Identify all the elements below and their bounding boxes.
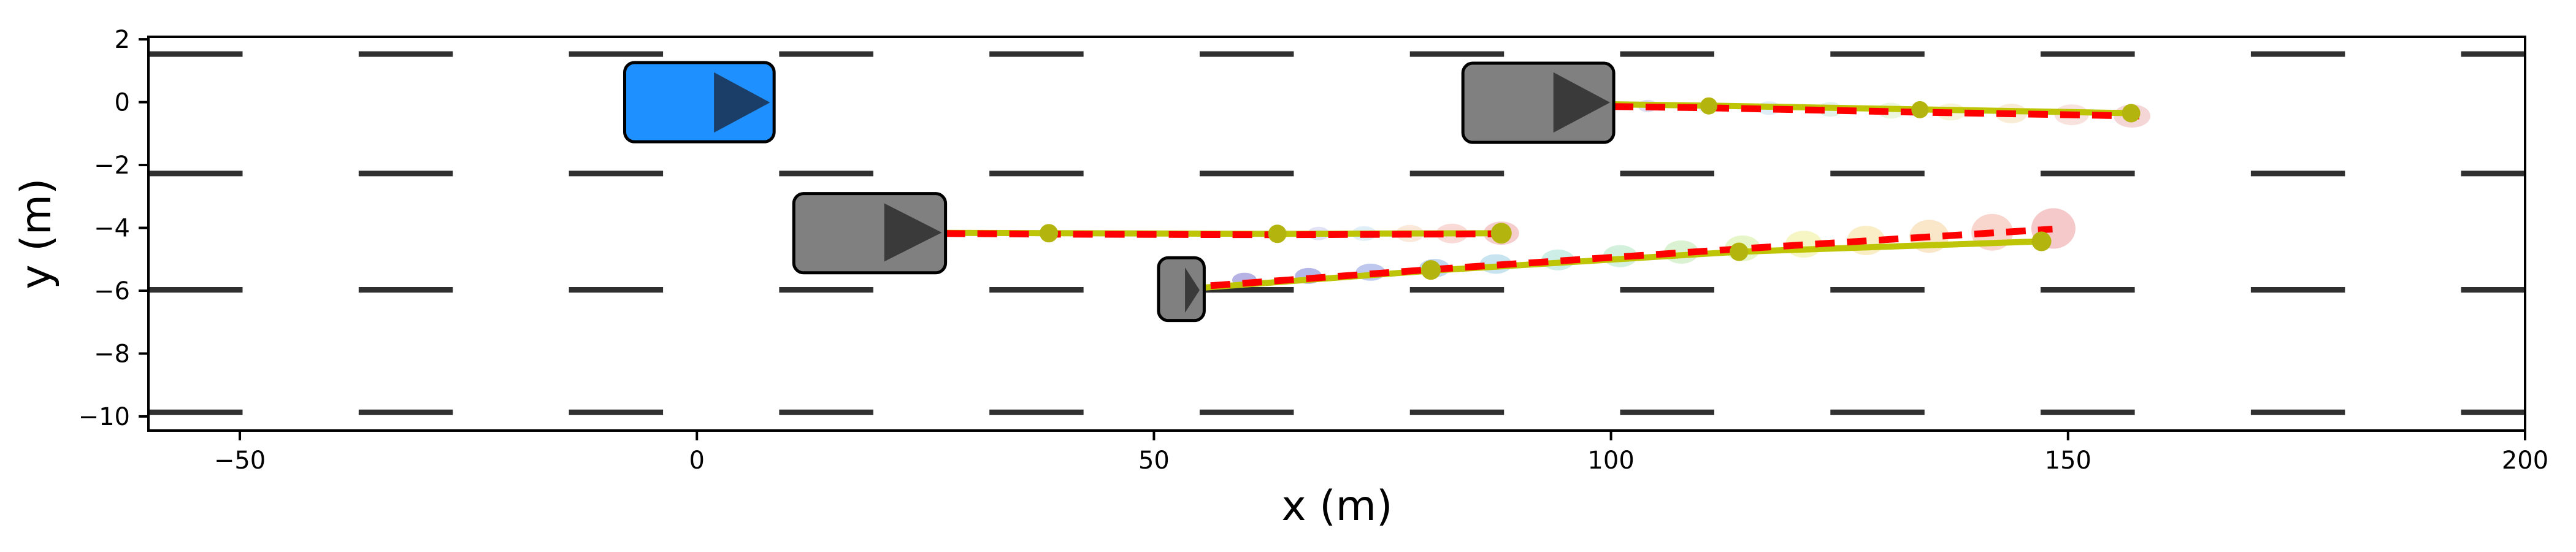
heading-arrow-icon xyxy=(1553,72,1611,133)
waypoint-dot-agent-2 xyxy=(1730,242,1749,261)
y-tick-label: −10 xyxy=(79,403,130,431)
waypoint-dot-agent-2 xyxy=(2031,231,2052,251)
heading-arrow-icon xyxy=(1185,267,1200,313)
heading-arrow-icon xyxy=(884,203,942,262)
x-axis-label: x (m) xyxy=(1281,482,1392,531)
vehicle-agent-3 xyxy=(1461,61,1616,144)
x-tick-label: 50 xyxy=(1138,447,1170,475)
vehicle-body-agent-2 xyxy=(1157,256,1206,323)
predicted-paths-layer xyxy=(945,103,2140,289)
vehicle-agent-1 xyxy=(792,192,948,275)
x-tick-label: −50 xyxy=(214,447,266,475)
x-tick-label: 100 xyxy=(1587,447,1634,475)
plot-border xyxy=(147,36,2526,432)
x-tick-label: 150 xyxy=(2045,447,2091,475)
x-tick-label: 0 xyxy=(689,447,705,475)
axes-layer: −50 0 50 100 150 200 2 0 −2 −4 −6 −8 −10 xyxy=(79,26,2549,475)
vehicle-agent-2 xyxy=(1157,256,1206,323)
y-tick-label: −6 xyxy=(94,277,130,305)
lane-markings-layer xyxy=(148,51,2525,415)
waypoint-dot-agent-1 xyxy=(1490,223,1512,244)
waypoint-dot-agent-1 xyxy=(1040,224,1059,243)
waypoint-dot-agent-1 xyxy=(1268,224,1287,243)
vehicle-body-agent-3 xyxy=(1461,61,1616,144)
predicted-path-agent-3 xyxy=(1614,103,2140,120)
heading-arrow-icon xyxy=(714,72,770,133)
waypoint-dot-agent-3 xyxy=(2122,104,2141,123)
vehicle-body-agent-1 xyxy=(792,192,948,275)
vehicle-body-ego xyxy=(623,61,776,144)
waypoint-dots-layer xyxy=(1040,97,2141,280)
uncertainty-ellipses-layer xyxy=(1232,99,2151,288)
y-tick-label: 0 xyxy=(115,89,130,117)
vehicles-layer xyxy=(623,61,1616,323)
y-axis-label: y (m) xyxy=(12,178,61,289)
y-tick-label: −2 xyxy=(94,151,130,180)
trajectory-line-agent-1 xyxy=(942,229,1505,237)
waypoint-dot-agent-3 xyxy=(1700,97,1718,115)
predicted-path-agent-2 xyxy=(1210,226,2053,289)
y-tick-label: −8 xyxy=(94,340,130,368)
waypoint-dot-agent-2 xyxy=(1421,260,1441,280)
waypoint-dot-agent-3 xyxy=(1911,101,1929,118)
y-tick-label: 2 xyxy=(115,26,130,54)
y-tick-label: −4 xyxy=(94,215,130,243)
vehicle-ego xyxy=(623,61,776,144)
x-tick-label: 200 xyxy=(2502,447,2548,475)
